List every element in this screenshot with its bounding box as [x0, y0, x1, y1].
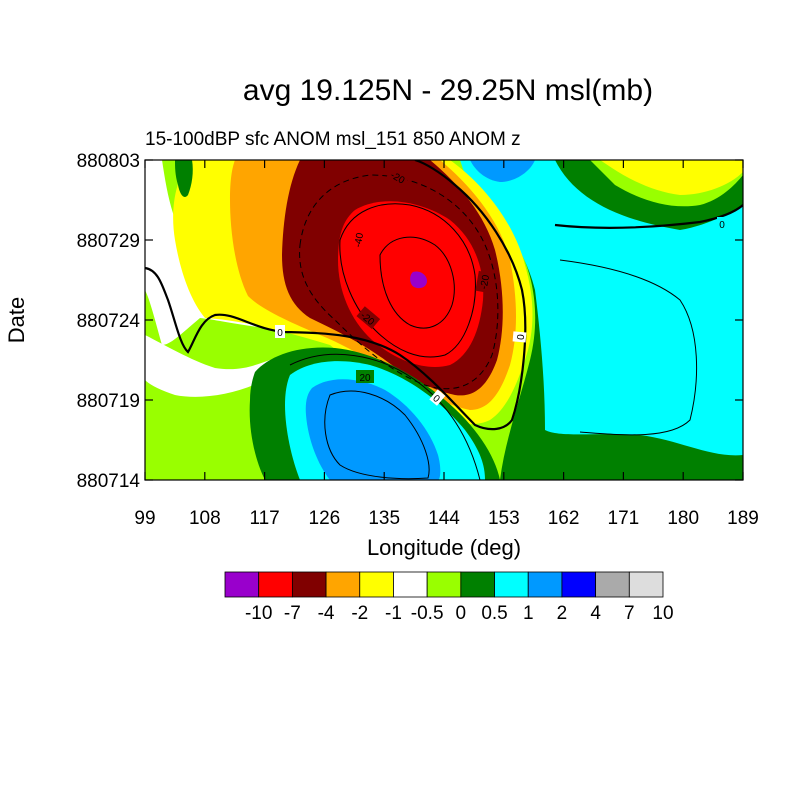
contour-label-text: -20	[479, 274, 492, 291]
colorbar-swatch	[291, 571, 327, 598]
colorbar-swatch	[561, 571, 597, 598]
contour-label: -40	[349, 228, 366, 251]
x-tick-label: 135	[368, 508, 400, 529]
colorbar-swatch	[359, 571, 394, 598]
colorbar-label: 2	[557, 603, 568, 624]
colorbar-label: 7	[624, 603, 635, 624]
chart-title: avg 19.125N - 29.25N msl(mb)	[243, 74, 653, 107]
contour-label: 20	[356, 370, 374, 384]
colorbar-label: 1	[523, 603, 534, 624]
colorbar-swatch	[460, 571, 495, 598]
colorbar-swatch	[258, 571, 293, 598]
colorbar-label: 4	[590, 603, 601, 624]
colorbar-label: 10	[652, 603, 673, 624]
contour-label-text: 0	[719, 220, 725, 231]
contour-label: -20	[475, 270, 492, 293]
y-tick-label: 880729	[77, 231, 140, 252]
colorbar-label: -10	[245, 603, 272, 624]
colorbar-swatch	[494, 571, 529, 598]
colorbar-swatch	[224, 571, 260, 598]
contour-label: 0	[429, 389, 446, 406]
colorbar-swatch	[628, 571, 664, 598]
colorbar: -10 -7 -4 -2 -1 -0.5 0 0.5 1 2 4 7 10	[224, 571, 674, 624]
x-tick-label: 99	[134, 508, 155, 529]
x-tick-label: 162	[548, 508, 580, 529]
contour-lines	[145, 160, 743, 480]
colorbar-label: -2	[351, 603, 368, 624]
x-tick-label: 108	[189, 508, 221, 529]
colorbar-swatch	[527, 571, 563, 598]
x-tick-label: 189	[727, 508, 759, 529]
y-tick-label: 880724	[77, 311, 141, 332]
x-tick-label: 171	[608, 508, 640, 529]
x-tick-label: 144	[428, 508, 460, 529]
x-axis: 99 108 117 126 135 144 153 162 171 180 189	[134, 160, 759, 529]
x-tick-label: 117	[249, 508, 279, 529]
x-tick-label: 126	[309, 508, 341, 529]
x-tick-label: 180	[667, 508, 699, 529]
y-tick-label: 880803	[77, 151, 140, 172]
colorbar-swatch	[393, 571, 428, 598]
colorbar-label: -1	[385, 603, 402, 624]
contour-label-text: -40	[353, 232, 366, 249]
y-axis: 880714 880719 880724 880729 880803	[77, 151, 743, 492]
contour-label: 0	[275, 325, 285, 339]
contour-label: 0	[512, 331, 527, 343]
colorbar-swatch	[595, 571, 630, 598]
contour-label-text: 0	[430, 393, 442, 405]
contour-label-text: 20	[359, 373, 371, 384]
contour-label-text: 0	[277, 328, 283, 339]
colorbar-label: -4	[318, 603, 335, 624]
x-tick-label: 153	[488, 508, 520, 529]
chart-subtitle: 15-100dBP sfc ANOM msl_151 850 ANOM z	[145, 129, 521, 150]
y-axis-title: Date	[4, 297, 29, 343]
colorbar-label: -7	[284, 603, 301, 624]
y-tick-label: 880714	[77, 471, 141, 492]
colorbar-label: 0.5	[481, 603, 507, 624]
y-tick-label: 880719	[77, 391, 140, 412]
colorbar-label: 0	[456, 603, 467, 624]
colorbar-swatch	[426, 571, 462, 598]
contour-label-text: 0	[516, 333, 527, 340]
colorbar-swatch	[325, 571, 361, 598]
contour-field	[145, 160, 743, 480]
contour-label: 0	[717, 217, 727, 231]
colorbar-label: -0.5	[411, 603, 444, 624]
x-axis-title: Longitude (deg)	[367, 535, 521, 560]
